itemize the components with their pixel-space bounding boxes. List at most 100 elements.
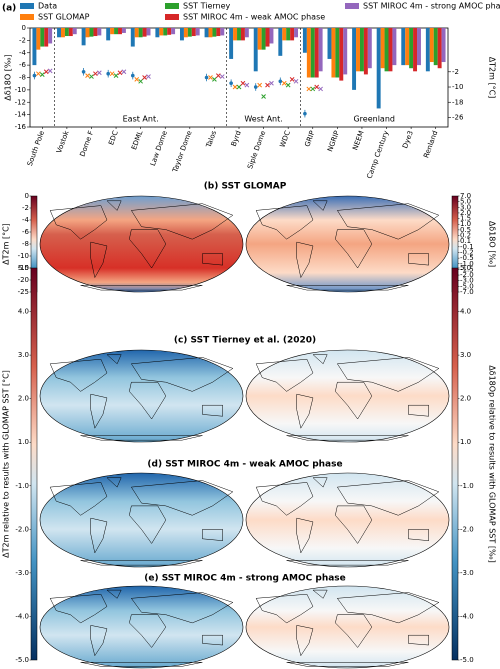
bar (429, 28, 434, 63)
bar (294, 28, 299, 38)
coastline (296, 241, 314, 279)
y-axis-label: Δδ18O [‰] (4, 54, 13, 100)
coastline (335, 505, 373, 544)
bar (352, 28, 357, 90)
coastline (255, 593, 314, 624)
bar (363, 28, 368, 75)
legend-swatch (345, 3, 359, 9)
bar (204, 28, 209, 38)
marker (208, 75, 213, 80)
bar (257, 28, 262, 50)
marker (306, 86, 312, 92)
colorbar-tick-label: 1.0 (18, 438, 29, 446)
colorbar-tick-label: 0 (25, 192, 29, 200)
colorbar-tick-label: -8 (22, 240, 29, 248)
coastline (129, 614, 167, 648)
colorbar-tick-label: 2.0 (18, 395, 29, 403)
colorbar-tick-label: -2.0 (460, 271, 474, 279)
colorbar-tick-label: 5.0 (460, 264, 471, 272)
bar (163, 28, 168, 36)
marker (240, 80, 246, 86)
bar (290, 28, 295, 41)
colorbar-tick-label: -20 (18, 276, 29, 284)
coastline (90, 625, 108, 657)
x-tick-label: GRIP (303, 130, 316, 148)
x-tick-label: Talos (204, 129, 218, 149)
marker (232, 84, 238, 90)
coastline (255, 482, 314, 516)
panel-title: (e) SST MIROC 4m - strong AMOC phase (144, 574, 346, 584)
colorbar-tick-label: -6 (22, 228, 30, 236)
bar (405, 28, 410, 66)
colorbar-tick-label: -2 (22, 204, 29, 212)
marker (47, 68, 53, 74)
bar (392, 28, 397, 66)
colorbar-tick-label: 0.2 (460, 232, 471, 240)
bar (269, 28, 274, 44)
marker (130, 73, 135, 78)
colorbar-tick-label: 3.0 (460, 351, 471, 359)
legend-label: SST GLOMAP (38, 13, 90, 22)
coastline (80, 560, 203, 566)
marker (36, 71, 41, 77)
colorbar-tick-label: -1.5 (460, 265, 474, 273)
marker (314, 84, 320, 90)
marker (285, 82, 291, 88)
coastline (49, 358, 108, 392)
coastline (90, 241, 108, 279)
marker (257, 82, 263, 88)
bar (208, 28, 213, 38)
bar (110, 28, 115, 35)
map (245, 349, 450, 443)
bar (146, 28, 151, 36)
bar (187, 28, 192, 37)
bar (68, 28, 73, 37)
colorbar-tick-label: 5.0 (18, 264, 29, 272)
coastline (336, 357, 440, 392)
coastline (408, 634, 429, 646)
bar (191, 28, 196, 37)
bar (282, 28, 287, 41)
bar (167, 28, 172, 35)
colorbar-tick-label: 2.0 (460, 209, 471, 217)
colorbar-tick-label: 3.0 (18, 351, 29, 359)
marker (146, 74, 151, 79)
x-tick-label: Siple Dome (246, 130, 267, 170)
marker (219, 74, 225, 79)
legend-label: SST MIROC 4m - strong AMOC phase (363, 2, 500, 11)
bar (48, 28, 53, 44)
x-tick-label: Dye3 (401, 130, 415, 150)
bar (36, 28, 41, 50)
coastline (49, 205, 108, 240)
region-label: Greenland (353, 115, 395, 124)
marker (303, 111, 307, 116)
y-tick-label: -8 (19, 74, 26, 82)
panel-label: (a) (2, 4, 16, 14)
y2-axis-label: ΔT2m [°C] (488, 57, 497, 99)
colorbar-label: ΔT2m [°C] (2, 223, 11, 265)
colorbar-tick-label: -3.0 (460, 569, 474, 577)
colorbar-label: Δδ18O [‰] (488, 221, 497, 267)
bar (356, 28, 360, 72)
colorbar-tick-label: -15 (18, 264, 29, 272)
coastline (90, 393, 108, 429)
legend-swatch (165, 14, 179, 20)
map (245, 472, 450, 568)
coastline (312, 200, 328, 211)
bar (229, 28, 234, 59)
colorbar-tick-label: 1.0 (460, 438, 471, 446)
coastline (49, 593, 108, 624)
bar (359, 28, 364, 72)
marker (121, 69, 127, 75)
bar (97, 28, 102, 36)
colorbar-tick-label: -4 (22, 216, 30, 224)
colorbar-label: Δδ18Op relative to results with GLOMAP S… (488, 365, 497, 563)
x-tick-label: WDC (279, 130, 292, 149)
map (39, 195, 244, 293)
bar (376, 28, 381, 109)
panel-title: (d) SST MIROC 4m - weak AMOC phase (147, 460, 342, 470)
bar (318, 28, 323, 72)
marker (265, 82, 270, 88)
bar (179, 28, 184, 41)
coastline (286, 662, 409, 667)
